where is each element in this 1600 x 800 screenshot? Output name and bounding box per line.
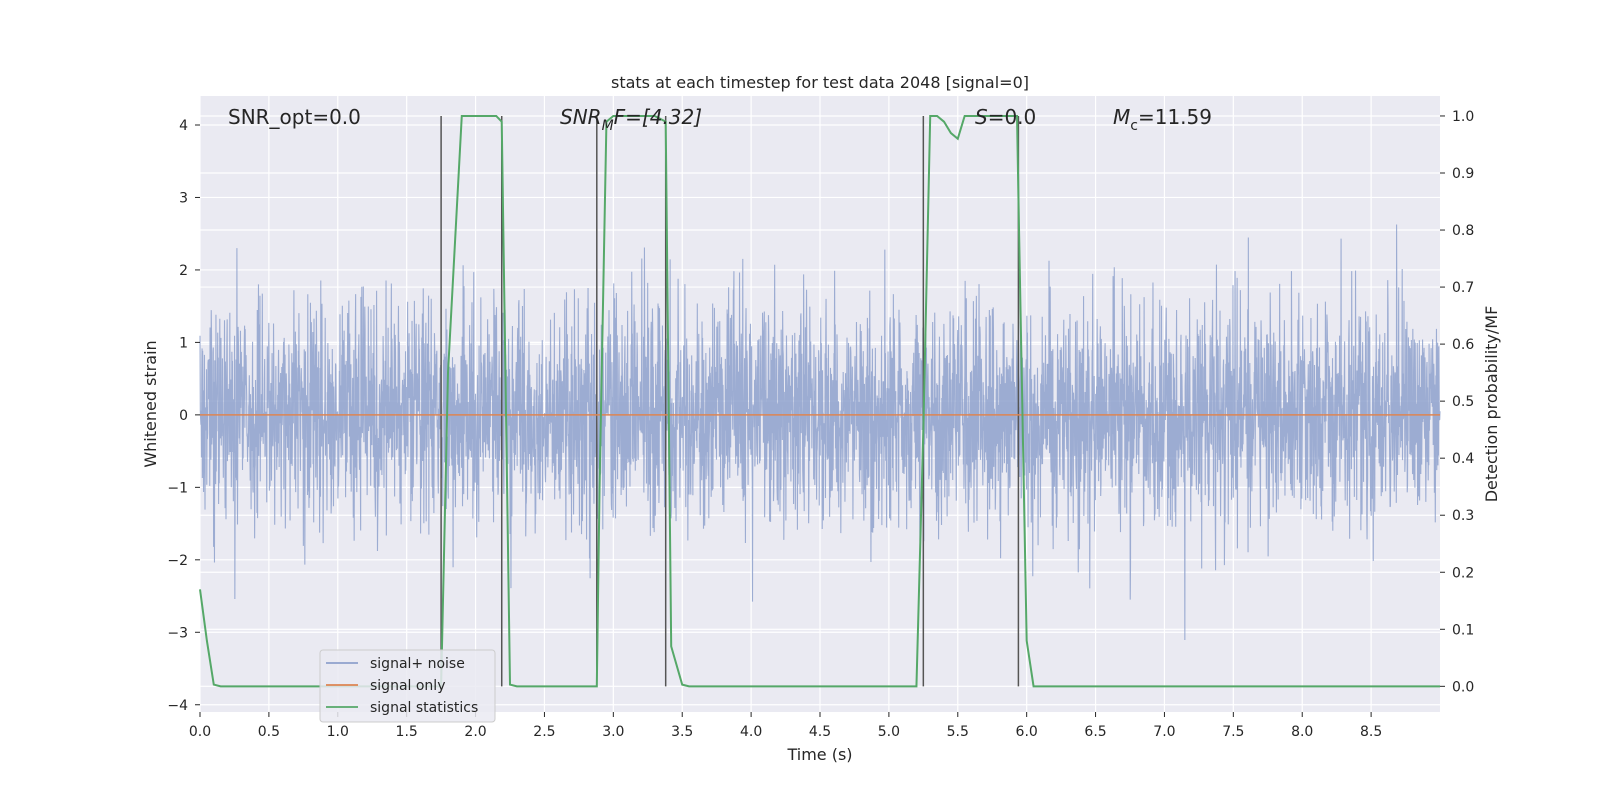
x-tick-label: 3.5	[671, 724, 693, 740]
annotation-s: S=0.0	[975, 105, 1036, 129]
x-tick-label: 7.5	[1222, 724, 1244, 740]
y-axis-right-label: Detection probability/MF	[1482, 306, 1501, 503]
x-axis-label: Time (s)	[786, 745, 852, 764]
series-signal-plus-noise	[199, 224, 1441, 641]
y-tick-label: −2	[167, 553, 188, 569]
y-tick-label: −4	[167, 698, 188, 714]
y-right-tick-label: 0.9	[1452, 166, 1474, 182]
legend-label-signal-only: signal only	[370, 678, 445, 694]
y-right-tick-label: 0.3	[1452, 508, 1474, 524]
y-tick-label: 3	[179, 190, 188, 206]
x-tick-label: 7.0	[1153, 724, 1175, 740]
y-right-tick-label: 0.6	[1452, 337, 1474, 353]
y-axis-label: Whitened strain	[141, 340, 160, 467]
line-signal-plus-noise	[199, 224, 1441, 641]
legend-label-signal-noise: signal+ noise	[370, 656, 465, 672]
legend-box	[319, 649, 496, 723]
annotation-snr-mf: SNRMF=[4.32]	[560, 105, 702, 134]
x-tick-label: 2.0	[464, 724, 486, 740]
y-right-tick-label: 0.5	[1452, 394, 1474, 410]
x-tick-label: 4.0	[740, 724, 762, 740]
y-axis-right-ticks: 1.0 0.9 0.8 0.7 0.6 0.5 0.4 0.3 0.2 0.1 0.0	[1440, 109, 1474, 695]
annotation-snr-opt: SNR_opt=0.0	[228, 105, 361, 129]
y-tick-label: −1	[167, 480, 188, 496]
y-right-tick-label: 0.4	[1452, 451, 1474, 467]
x-tick-label: 2.5	[533, 724, 555, 740]
y-axis-left-ticks: 4 3 2 1 0 −1 −2 −3 −4	[167, 118, 200, 714]
y-tick-label: 2	[179, 263, 188, 279]
x-tick-label: 1.0	[327, 724, 349, 740]
y-right-tick-label: 0.1	[1452, 622, 1474, 638]
annotation-mc: Mc=11.59	[1113, 105, 1212, 134]
y-right-tick-label: 0.7	[1452, 280, 1474, 296]
x-tick-label: 3.0	[602, 724, 624, 740]
y-tick-label: 1	[179, 335, 188, 351]
y-tick-label: 4	[179, 118, 188, 134]
legend-label-signal-statistics: signal statistics	[370, 700, 478, 716]
y-right-tick-label: 0.2	[1452, 565, 1474, 581]
y-right-tick-label: 0.8	[1452, 223, 1474, 239]
x-tick-label: 8.5	[1360, 724, 1382, 740]
y-right-tick-label: 1.0	[1452, 109, 1474, 125]
x-axis-ticks: 0.0 0.5 1.0 1.5 2.0 2.5 3.0 3.5 4.0 4.5 5.0 5.5 6.0 6…	[189, 712, 1382, 740]
x-tick-label: 1.5	[396, 724, 418, 740]
legend: signal+ noise signal only signal statist…	[319, 649, 496, 723]
y-right-tick-label: 0.0	[1452, 679, 1474, 695]
x-tick-label: 6.5	[1084, 724, 1106, 740]
y-tick-label: 0	[179, 408, 188, 424]
x-tick-label: 5.0	[878, 724, 900, 740]
x-tick-label: 4.5	[809, 724, 831, 740]
x-tick-label: 6.0	[1016, 724, 1038, 740]
x-tick-label: 0.5	[258, 724, 280, 740]
x-tick-label: 5.5	[947, 724, 969, 740]
chart-title: stats at each timestep for test data 204…	[611, 73, 1029, 92]
x-tick-label: 0.0	[189, 724, 211, 740]
x-tick-label: 8.0	[1291, 724, 1313, 740]
y-tick-label: −3	[167, 625, 188, 641]
